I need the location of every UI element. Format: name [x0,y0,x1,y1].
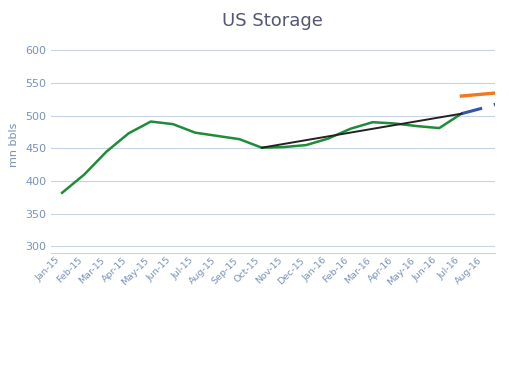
Text: 6/17/2016,
540.868: 6/17/2016, 540.868 [0,371,1,372]
Y-axis label: mn bbls: mn bbls [10,123,19,167]
Title: US Storage: US Storage [222,12,323,30]
